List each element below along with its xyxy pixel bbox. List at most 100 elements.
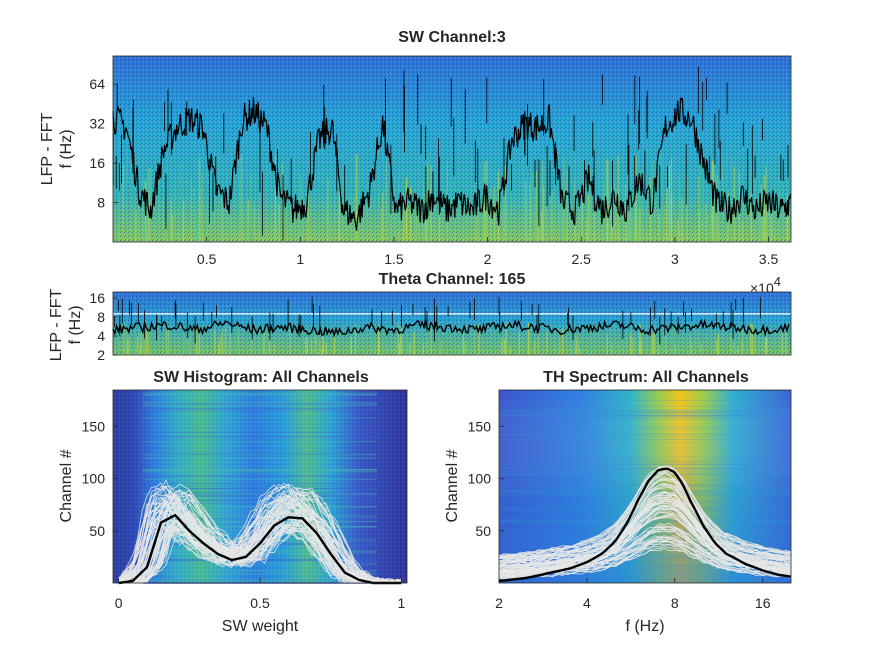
theta-heatmap-stripe (626, 343, 628, 355)
swhist-channel-curve (118, 490, 402, 584)
thspec-heatmap-row (499, 442, 791, 444)
theta-heatmap-stripe (674, 344, 676, 355)
sw-heatmap-stripe (183, 200, 185, 242)
sw-heatmap-stripe (493, 186, 495, 242)
sw-heatmap-stripe (293, 206, 295, 242)
thspec-heatmap-row (499, 521, 791, 523)
sw-heatmap-stripe (543, 185, 545, 242)
sw-heatmap-stripe (544, 157, 546, 242)
theta-heatmap-stripe (446, 344, 448, 355)
sw-heatmap-stripe (535, 176, 537, 242)
theta-heatmap-stripe (677, 337, 679, 355)
thspec-heatmap-row (499, 573, 791, 574)
sw-heatmap-stripe (537, 220, 539, 242)
sw-heatmap-stripe (388, 202, 390, 242)
theta-heatmap-stripe (355, 323, 357, 355)
swhist-x-ticks: 0 0.5 1 (115, 578, 405, 611)
theta-heatmap-stripe (714, 330, 716, 355)
swhist-heatmap-row (143, 573, 377, 575)
sw-heatmap-stripe (486, 160, 488, 242)
theta-heatmap-stripe (571, 332, 573, 355)
theta-heatmap-stripe (358, 335, 360, 355)
theta-heatmap-stripe (319, 338, 321, 355)
theta-heatmap-stripe (413, 331, 415, 355)
theta-heatmap-stripe (325, 342, 327, 355)
sw-title: SW Channel:3 (398, 29, 506, 46)
theta-heatmap-stripe (327, 346, 329, 355)
sw-heatmap-stripe (403, 201, 405, 242)
sw-x-tick-label: 2.5 (571, 251, 591, 267)
thspec-channel-curve (498, 466, 792, 557)
sw-heatmap-stripe (122, 182, 124, 242)
sw-heatmap-stripe (353, 197, 355, 242)
theta-heatmap-stripe (311, 339, 313, 355)
theta-heatmap-stripe (650, 322, 653, 355)
sw-heatmap-stripe (768, 201, 770, 242)
theta-heatmap-stripe (481, 327, 483, 355)
theta-heatmap-stripe (785, 327, 787, 355)
thspec-heatmap-row (499, 463, 791, 465)
theta-heatmap-stripe (221, 332, 223, 355)
theta-heatmap-stripe (214, 329, 216, 355)
theta-heatmap-stripe (177, 346, 179, 355)
theta-heatmap-stripe (400, 325, 402, 355)
sw-heatmap-stripe (200, 188, 202, 242)
sw-heatmap-stripe (677, 220, 679, 242)
theta-heatmap-stripe (165, 337, 167, 355)
thspec-heatmap-row (499, 415, 791, 417)
thspec-channel-curve (498, 478, 792, 564)
swhist-heatmap-row (143, 470, 377, 472)
sw-heatmap-stripe (771, 211, 773, 242)
theta-heatmap-stripe (333, 333, 336, 355)
swhist-heatmap-row (143, 404, 377, 407)
theta-heatmap-stripe (231, 338, 233, 355)
swhist-x-tick-label: 1 (397, 595, 405, 611)
sw-x-tick-label: 1.5 (384, 251, 404, 267)
sw-heatmap-stripe (759, 216, 761, 242)
sw-heatmap-stripe (601, 211, 603, 242)
sw-heatmap-stripe (640, 168, 642, 242)
theta-trace-spikes (114, 297, 761, 345)
theta-heatmap-stripe (697, 338, 699, 355)
theta-heatmap-stripe (597, 326, 600, 355)
sw-heatmap-stripe (168, 215, 170, 242)
sw-heatmap-stripe (690, 184, 692, 242)
thspec-x-tick-label: 4 (583, 595, 591, 611)
swhist-channel-curve (118, 508, 402, 584)
theta-heatmap-stripe (185, 337, 187, 355)
theta-heatmap-stripe (290, 324, 293, 355)
sw-y-tick-label: 32 (89, 116, 105, 132)
sw-heatmap-stripe (193, 187, 195, 242)
thspec-heatmap-row (499, 426, 791, 428)
theta-heatmap-stripe (136, 335, 138, 355)
sw-heatmap-stripe (749, 173, 751, 242)
theta-heatmap-stripe (624, 331, 627, 355)
theta-heatmap-stripe (124, 323, 126, 355)
swhist-heatmap-row (143, 393, 377, 395)
thspec-heatmap-row (499, 411, 791, 413)
swhist-mean-curve (118, 513, 402, 585)
theta-heatmap-stripe (251, 327, 253, 355)
theta-heatmap-stripe (117, 324, 119, 355)
theta-heatmap-stripe (732, 341, 734, 355)
thspec-heatmap-row (499, 558, 791, 559)
theta-heatmap-stripe (481, 326, 483, 355)
sw-heatmap-stripe (143, 179, 145, 242)
theta-heatmap-stripe (127, 338, 129, 355)
sw-heatmap-stripe (582, 179, 584, 242)
theta-heatmap-stripes (117, 322, 787, 355)
theta-heatmap-stripe (534, 341, 536, 355)
sw-heatmap-stripe (327, 180, 329, 242)
sw-heatmap-stripe (198, 218, 200, 242)
sw-heatmap-stripe (250, 171, 252, 242)
theta-title: Theta Channel: 165 (379, 271, 526, 288)
theta-heatmap-stripe (741, 342, 743, 355)
theta-heatmap-stripe (556, 341, 558, 355)
swhist-y-ticks: 50 100 150 (82, 419, 118, 539)
sw-heatmap-stripe (741, 221, 743, 242)
sw-heatmap-stripe (167, 214, 169, 242)
sw-heatmap-stripe (711, 194, 713, 242)
thspec-heatmap-row (499, 409, 791, 411)
sw-heatmap-stripe (699, 165, 701, 242)
